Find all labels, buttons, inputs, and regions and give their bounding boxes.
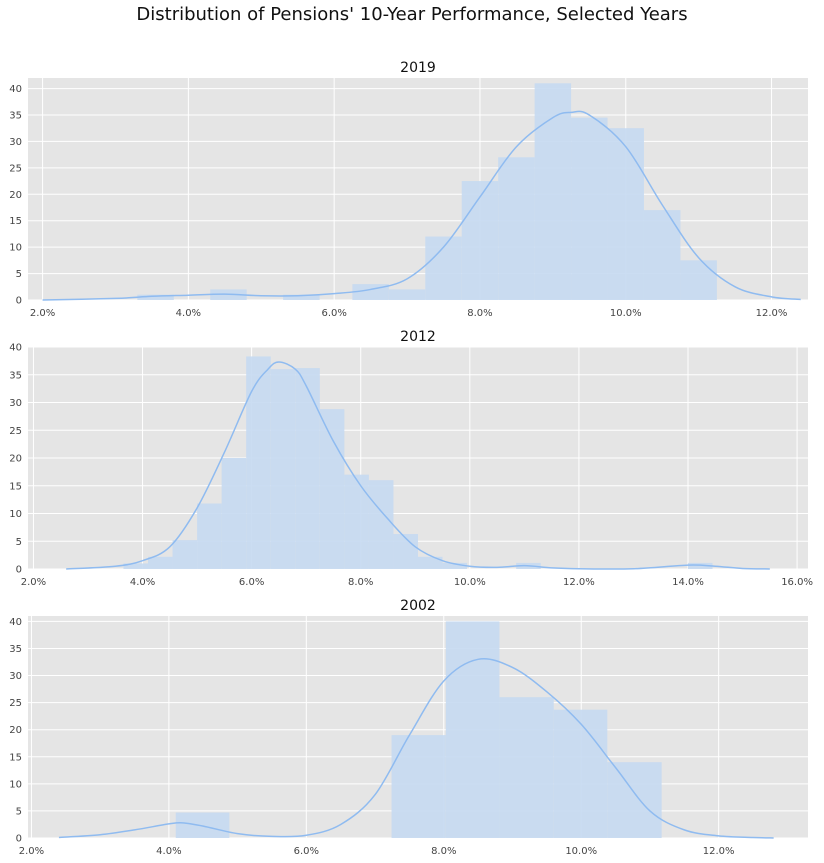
x-tick-label: 16.0% [781,577,813,588]
x-tick-label: 4.0% [130,577,155,588]
histogram-bar-2012 [270,369,296,569]
y-tick-label: 0 [16,296,22,307]
histogram-bar-2019 [571,117,608,301]
x-tick-label: 14.0% [672,577,704,588]
y-tick-label: 5 [16,269,22,280]
histogram-bar-2002 [391,735,446,838]
kde-line-2012 [66,361,770,570]
histogram-bar-2002 [499,697,554,838]
histogram-bar-2019 [534,83,572,301]
histogram-bar-2012 [344,474,369,569]
histogram-bar-2012 [197,503,222,569]
y-tick-label: 40 [9,84,22,95]
histogram-bar-2019 [388,289,426,300]
y-tick-label: 40 [9,343,22,354]
x-tick-label: 8.0% [431,846,456,857]
y-tick-label: 35 [9,644,22,655]
histogram-bar-2002 [607,762,662,838]
y-tick-label: 25 [9,163,22,174]
y-tick-label: 25 [9,426,22,437]
x-tick-label: 2.0% [30,308,55,319]
histogram-bar-2002 [445,621,500,838]
y-tick-label: 35 [9,111,22,122]
histogram-bar-2012 [295,368,320,569]
y-tick-label: 15 [9,752,22,763]
histogram-bar-2012 [246,356,271,569]
y-tick-label: 35 [9,370,22,381]
x-tick-label: 4.0% [156,846,181,857]
kde-line-2019 [42,110,801,301]
x-tick-label: 12.0% [563,577,595,588]
histogram-bar-2012 [442,562,468,569]
histogram-bar-2012 [172,540,198,569]
x-tick-label: 12.0% [703,846,735,857]
histogram-bar-2012 [688,562,713,569]
y-tick-label: 15 [9,481,22,492]
y-tick-label: 0 [16,834,22,845]
y-tick-label: 5 [16,806,22,817]
panel-title-2002: 2002 [400,598,436,614]
histogram-bar-2019 [283,294,320,300]
x-tick-label: 4.0% [176,308,201,319]
histogram-bar-2019 [137,294,174,300]
histogram-bar-2012 [319,409,345,569]
histogram-bar-2012 [393,534,418,569]
y-tick-label: 15 [9,216,22,227]
kde-line-2002 [58,658,774,839]
x-tick-label: 10.0% [454,577,486,588]
x-tick-label: 2.0% [19,846,44,857]
x-tick-label: 8.0% [348,577,373,588]
y-tick-label: 25 [9,698,22,709]
y-tick-label: 5 [16,537,22,548]
x-tick-label: 6.0% [294,846,319,857]
histogram-bar-2019 [607,128,644,300]
figure-title: Distribution of Pensions' 10-Year Perfor… [136,4,688,25]
panel-title-2019: 2019 [400,60,436,76]
y-tick-label: 30 [9,398,22,409]
y-tick-label: 10 [9,779,22,790]
y-tick-label: 20 [9,725,22,736]
x-tick-label: 12.0% [756,308,788,319]
y-tick-label: 30 [9,671,22,682]
y-tick-label: 0 [16,565,22,576]
x-tick-label: 10.0% [610,308,642,319]
histogram-bar-2019 [643,210,681,300]
x-tick-label: 8.0% [467,308,492,319]
histogram-bar-2012 [221,458,247,569]
y-tick-label: 10 [9,243,22,254]
x-tick-label: 6.0% [321,308,346,319]
histogram-bar-2002 [553,709,608,838]
y-tick-label: 40 [9,617,22,628]
panel-title-2012: 2012 [400,329,436,345]
histogram-bar-2019 [498,157,535,300]
y-tick-label: 10 [9,509,22,520]
x-tick-label: 2.0% [21,577,46,588]
y-tick-label: 20 [9,190,22,201]
y-tick-label: 20 [9,454,22,465]
histogram-bar-2012 [148,556,173,569]
histogram-bar-2019 [680,260,717,300]
histogram-bar-2012 [368,480,394,569]
y-tick-label: 30 [9,137,22,148]
histogram-bar-2019 [461,181,499,300]
x-tick-label: 10.0% [565,846,597,857]
histogram-bar-2012 [418,556,443,569]
x-tick-label: 6.0% [239,577,264,588]
histogram-bar-2012 [123,563,148,569]
